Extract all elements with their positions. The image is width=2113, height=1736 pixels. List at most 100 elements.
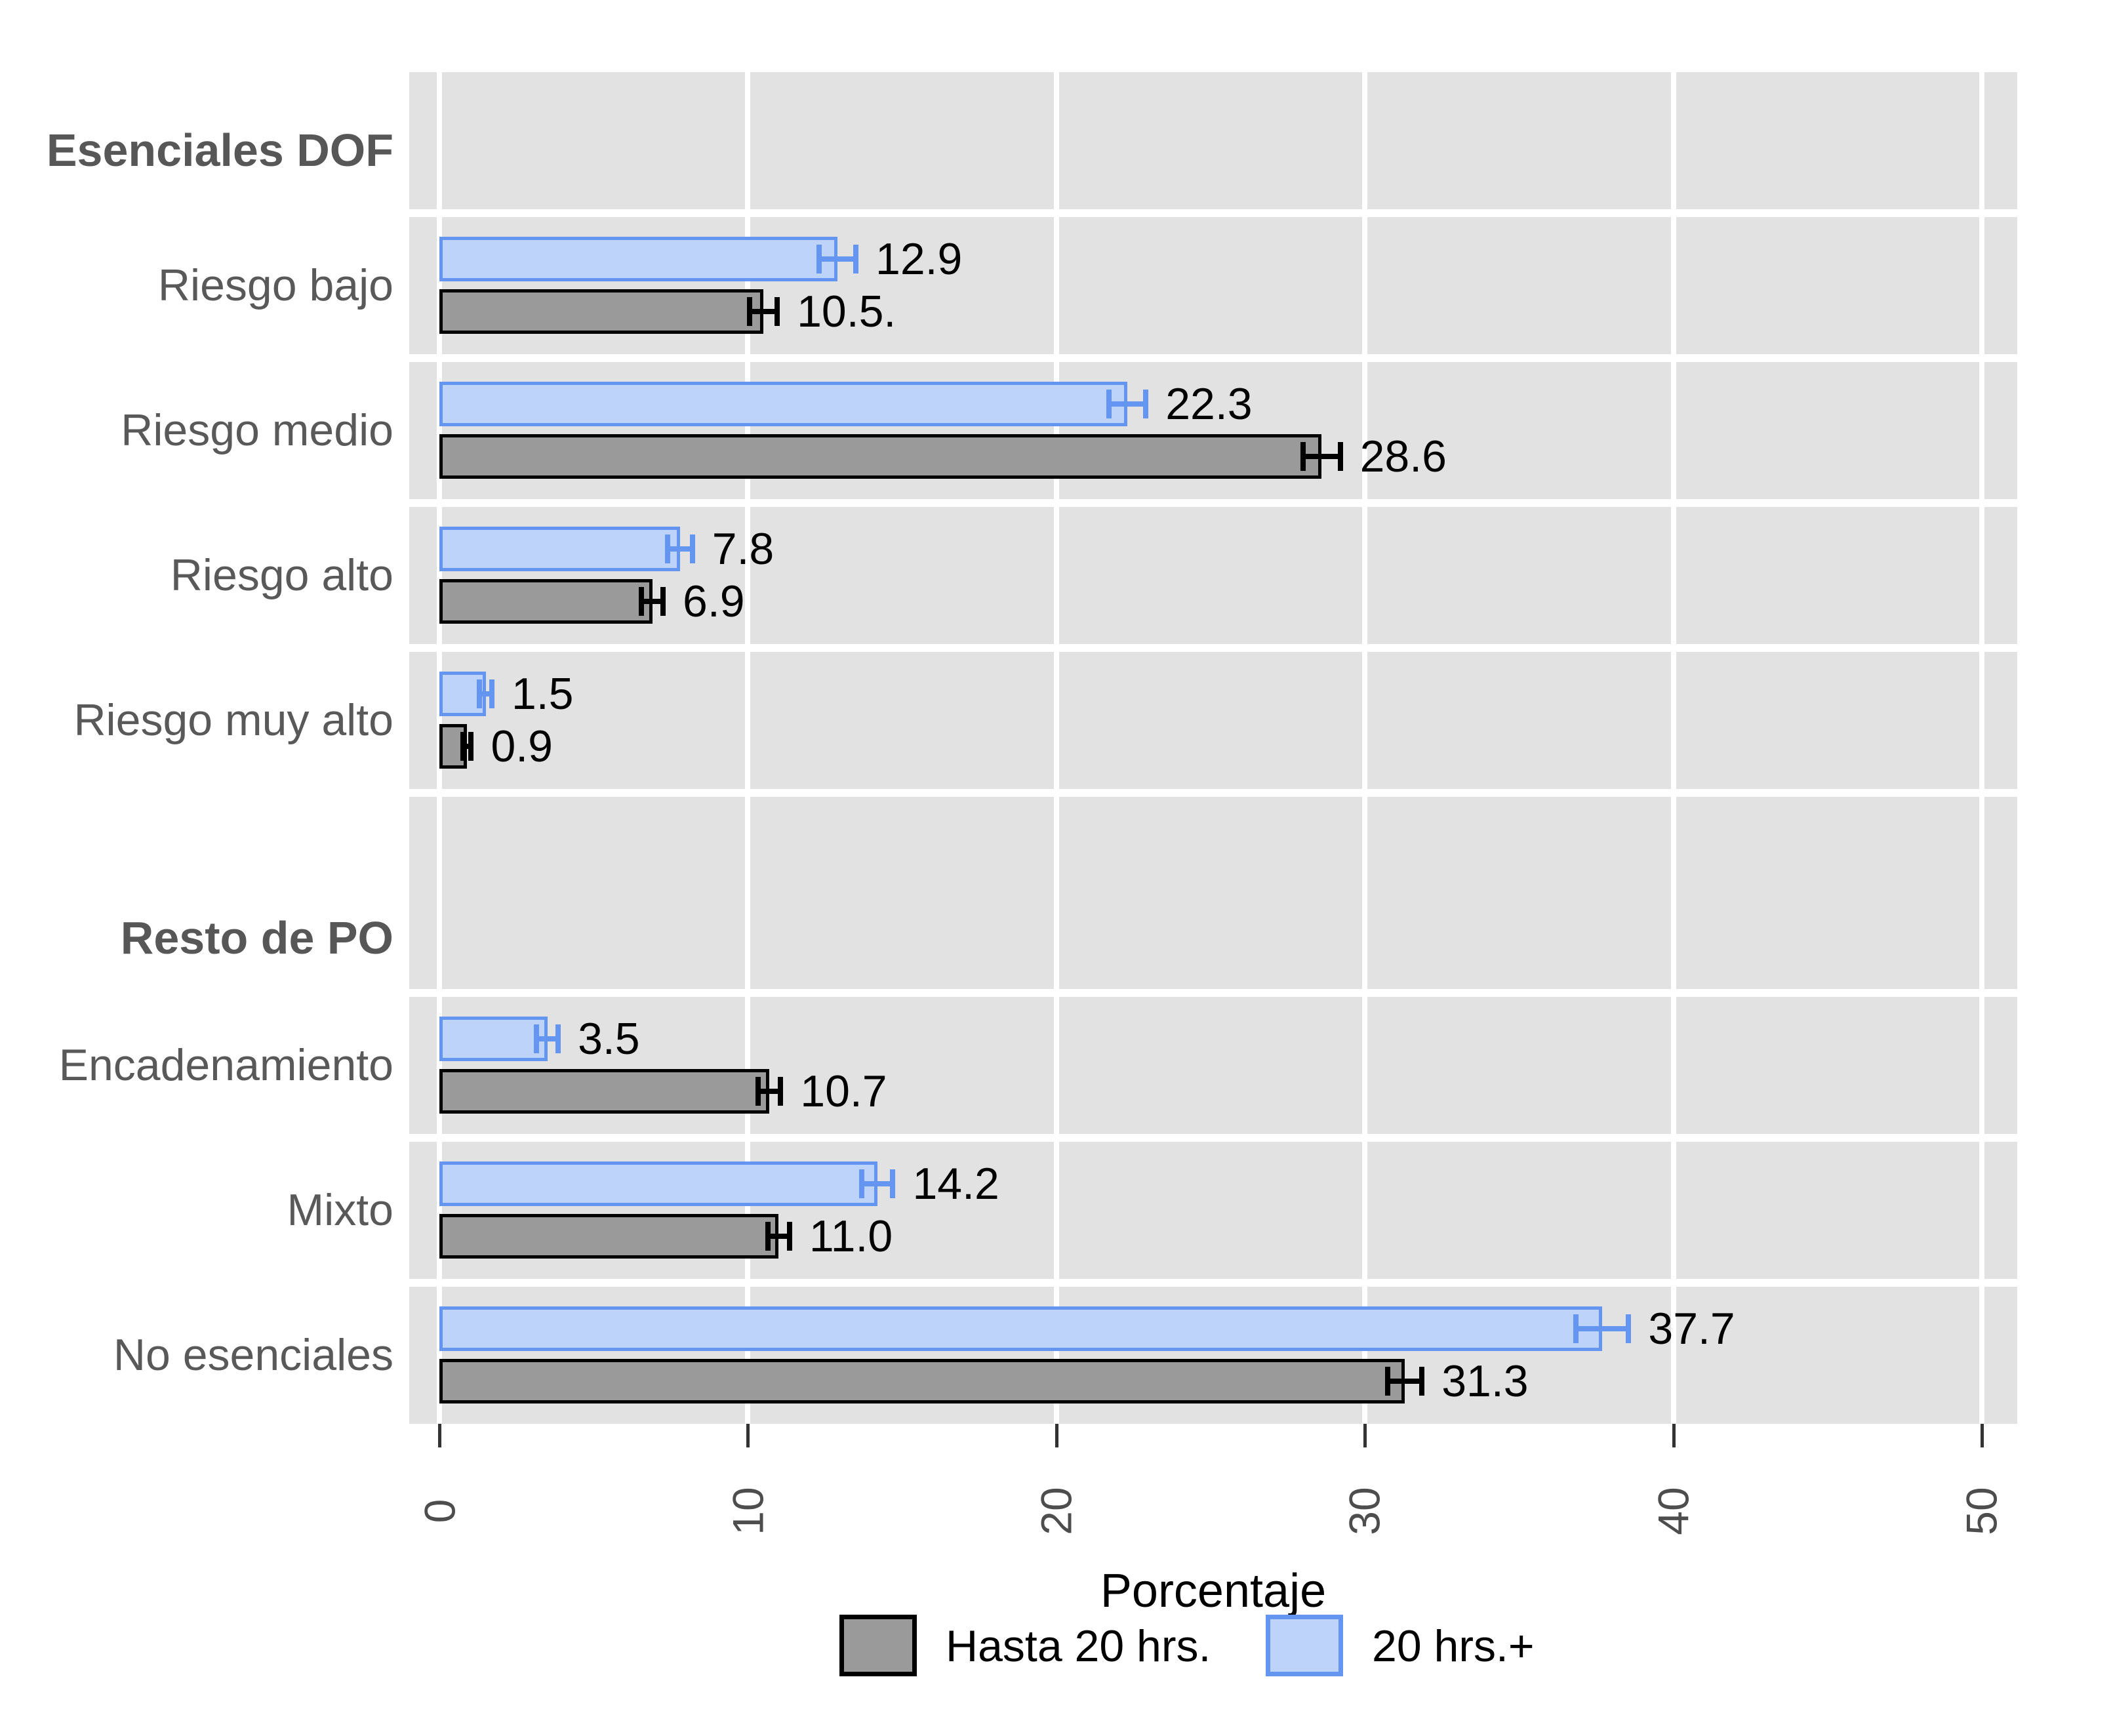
x-axis-tick-text: 20 [1032, 1487, 1081, 1535]
category-label: No esenciales [113, 1330, 393, 1380]
category-label: Riesgo alto [170, 550, 393, 600]
bar-20hrs-plus [439, 382, 1127, 426]
value-label: 3.5 [578, 1014, 640, 1064]
value-label: 37.7 [1648, 1304, 1735, 1354]
error-bar-cap-right [1143, 390, 1149, 418]
bar-20hrs-plus [439, 237, 837, 281]
legend-swatch-hasta-20hrs [839, 1615, 917, 1676]
x-axis-tick-text: 10 [723, 1487, 773, 1535]
error-bar-cap-right [890, 1169, 896, 1198]
x-axis-tick-label: 0 [384, 1452, 495, 1570]
error-bar-line [479, 691, 492, 696]
error-bar-line [536, 1036, 559, 1041]
error-bar-cap-right [468, 732, 474, 761]
value-label: 22.3 [1165, 379, 1253, 429]
error-bar-cap-right [1626, 1314, 1632, 1343]
error-bar-cap-right [1337, 442, 1343, 471]
bar-20hrs-plus [439, 1306, 1603, 1351]
category-label: Riesgo medio [121, 405, 393, 455]
value-label: 7.8 [712, 524, 775, 574]
x-axis-tick-label: 40 [1618, 1452, 1729, 1570]
x-axis-tick-text: 50 [1957, 1487, 2006, 1535]
x-axis-title: Porcentaje [1100, 1565, 1327, 1617]
x-axis-tick-label: 20 [1001, 1452, 1112, 1570]
bar-hasta-20hrs [439, 289, 763, 334]
value-label: 11.0 [809, 1211, 893, 1261]
error-bar-cap-right [489, 679, 494, 708]
error-bar-cap-left [460, 732, 466, 761]
value-label: 12.9 [875, 234, 963, 284]
error-bar-cap-left [1573, 1314, 1579, 1343]
error-bar-line [758, 1089, 781, 1094]
error-bar-cap-right [775, 297, 780, 326]
value-label: 28.6 [1359, 432, 1447, 481]
error-bar-cap-left [755, 1077, 761, 1106]
error-bar-cap-right [786, 1222, 792, 1251]
x-axis-tick [438, 1424, 441, 1447]
error-bar-cap-right [1419, 1367, 1425, 1396]
x-axis-tick [1055, 1424, 1058, 1447]
category-label: Encadenamiento [58, 1040, 393, 1090]
error-bar-cap-right [555, 1024, 561, 1053]
bar-hasta-20hrs [439, 1069, 770, 1114]
bar-hasta-20hrs [439, 434, 1322, 479]
error-bar-cap-right [660, 587, 666, 616]
gridline-x20 [1053, 72, 1059, 1424]
group-header-label: Resto de PO [120, 912, 393, 963]
error-bar-cap-left [746, 297, 752, 326]
bar-20hrs-plus [439, 527, 680, 571]
bar-20hrs-plus [439, 1017, 548, 1061]
value-label: 6.9 [683, 576, 745, 626]
error-bar-line [767, 1234, 790, 1239]
category-label: Riesgo bajo [157, 260, 393, 310]
x-axis-tick [1981, 1424, 1984, 1447]
value-label: 0.9 [491, 721, 553, 771]
error-bar-line [641, 599, 664, 604]
group-header-label: Esenciales DOF [46, 125, 393, 176]
error-bar-cap-right [689, 535, 695, 563]
error-bar-line [862, 1181, 893, 1186]
error-bar-cap-left [1300, 442, 1306, 471]
bar-hasta-20hrs [439, 1359, 1405, 1403]
gridline-x50 [1979, 72, 1984, 1424]
error-bar-cap-left [859, 1169, 865, 1198]
error-bar-line [463, 744, 472, 749]
gridline-x30 [1362, 72, 1368, 1424]
error-bar-line [1108, 401, 1146, 407]
gridline-x10 [745, 72, 751, 1424]
category-band [409, 652, 2017, 789]
error-bar-cap-right [778, 1077, 784, 1106]
category-label: Mixto [287, 1185, 393, 1235]
x-axis-tick [1363, 1424, 1367, 1447]
x-axis-tick-label: 10 [692, 1452, 803, 1570]
error-bar-cap-left [534, 1024, 540, 1053]
x-axis-tick [746, 1424, 750, 1447]
legend-label-20hrs-plus: 20 hrs.+ [1372, 1621, 1535, 1671]
error-bar-line [1576, 1326, 1629, 1331]
category-band [409, 797, 2017, 989]
legend-label-hasta-20hrs: Hasta 20 hrs. [946, 1621, 1211, 1671]
x-axis-tick [1672, 1424, 1676, 1447]
error-bar-line [749, 309, 778, 314]
error-bar-cap-left [477, 679, 483, 708]
category-band [409, 72, 2017, 209]
value-label: 10.7 [800, 1066, 887, 1116]
value-label: 10.5. [797, 287, 896, 336]
error-bar-cap-left [816, 245, 822, 273]
bar-20hrs-plus [439, 1161, 877, 1206]
category-label: Riesgo muy alto [73, 695, 393, 745]
legend-swatch-20hrs-plus [1266, 1615, 1343, 1676]
error-bar-line [818, 256, 856, 262]
error-bar-cap-left [639, 587, 645, 616]
x-axis-tick-text: 40 [1649, 1487, 1698, 1535]
bar-hasta-20hrs [439, 1214, 779, 1259]
error-bar-line [1303, 454, 1340, 459]
value-label: 14.2 [912, 1159, 999, 1209]
error-bar-cap-left [665, 535, 671, 563]
error-bar-line [668, 546, 693, 552]
error-bar-cap-left [1106, 390, 1112, 418]
error-bar-line [1388, 1379, 1422, 1384]
x-axis-tick-label: 30 [1309, 1452, 1420, 1570]
value-label: 31.3 [1441, 1356, 1529, 1406]
